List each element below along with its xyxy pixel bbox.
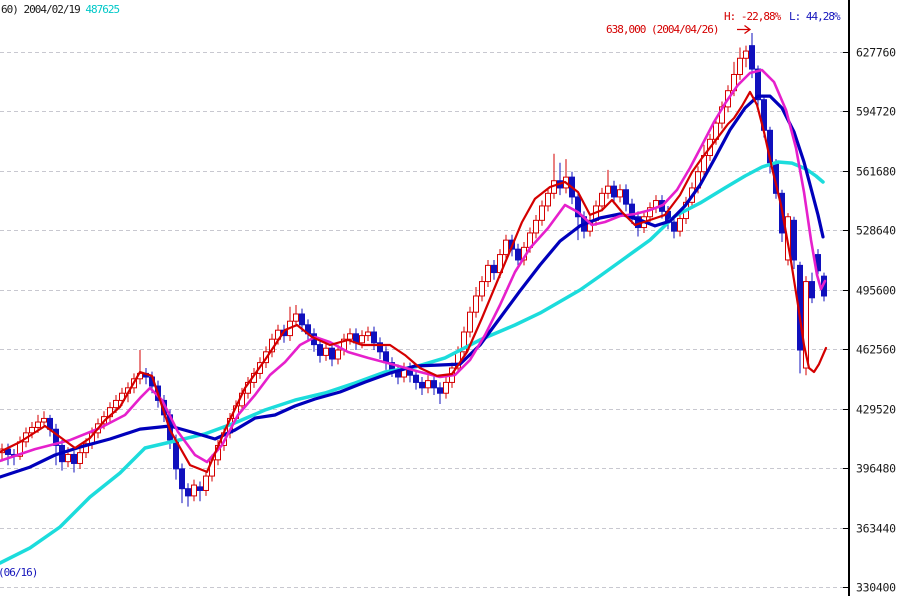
ma-fast-red <box>0 90 828 473</box>
candle-down <box>515 248 521 261</box>
crosshair-readout: 60) 2004/02/19 487625 <box>1 3 120 16</box>
candle-down <box>491 264 497 274</box>
candle-down <box>749 45 755 70</box>
candle-down <box>197 486 203 491</box>
ma-mid-magenta <box>0 68 827 464</box>
candle-up <box>347 333 353 340</box>
candle-up <box>323 347 329 356</box>
candle-up <box>737 57 743 75</box>
y-axis-label: 462560 <box>856 343 896 357</box>
candle-down <box>809 281 815 299</box>
y-axis-label: 561680 <box>856 165 896 179</box>
candle-up <box>803 281 809 369</box>
candle-up <box>485 264 491 283</box>
candle-up <box>473 295 479 313</box>
candle-up <box>293 313 299 322</box>
candle-down <box>671 221 677 232</box>
candle-up <box>119 392 125 401</box>
peak-price-annotation: 638,000 (2004/04/26) <box>606 23 719 36</box>
window-start-label: (06/16) <box>0 566 38 579</box>
crosshair-value: 487625 <box>85 3 120 16</box>
ma-long-cyan <box>0 160 825 565</box>
candle-up <box>77 452 83 464</box>
ma-slow-blue <box>0 94 825 479</box>
candle-up <box>743 50 749 59</box>
candle-down <box>419 381 425 389</box>
candle-down <box>755 68 761 101</box>
candle-up <box>41 417 47 423</box>
candle-up <box>467 311 473 333</box>
y-axis-label: 396480 <box>856 462 896 476</box>
candle-down <box>413 374 419 383</box>
candle-down <box>71 453 77 464</box>
candle-down <box>437 387 443 394</box>
crosshair-date-label: 60) 2004/02/19 <box>1 3 86 16</box>
candle-up <box>539 205 545 221</box>
y-axis-label: 594720 <box>856 105 896 119</box>
peak-arrow-icon <box>737 24 752 35</box>
y-axis-label: 429520 <box>856 403 896 417</box>
y-axis-label: 495600 <box>856 284 896 298</box>
candle-down <box>179 468 185 490</box>
candle-up <box>533 219 539 234</box>
candle-up <box>479 281 485 297</box>
candle-down <box>317 344 323 356</box>
candle-up <box>425 380 431 389</box>
y-axis-label: 330400 <box>856 581 896 595</box>
candle-up <box>647 207 653 218</box>
candle-down <box>431 380 437 389</box>
candle-down <box>377 342 383 353</box>
candle-up <box>83 443 89 454</box>
candle-down <box>575 196 581 218</box>
candle-up <box>677 218 683 232</box>
y-axis-label: 627760 <box>856 46 896 60</box>
candle-up <box>29 426 35 434</box>
candle-up <box>443 381 449 394</box>
candle-down <box>611 185 617 198</box>
candle-down <box>791 219 797 261</box>
candle-down <box>623 189 629 205</box>
candle-up <box>65 453 71 463</box>
candle-up <box>359 335 365 344</box>
y-axis-label: 363440 <box>856 522 896 536</box>
candle-up <box>335 349 341 360</box>
candle-down <box>299 313 305 326</box>
high-change-label: H: -22,88% <box>724 10 781 23</box>
candle-up <box>617 189 623 198</box>
candle-up <box>113 399 119 409</box>
candle-up <box>35 421 41 428</box>
candle-down <box>371 331 377 344</box>
candle-up <box>365 331 371 337</box>
y-axis-label: 528640 <box>856 224 896 238</box>
candle-up <box>605 185 611 194</box>
candle-up <box>203 475 209 491</box>
candle-down <box>329 347 335 360</box>
candle-up <box>191 484 197 497</box>
candle-up <box>461 331 467 353</box>
candle-up <box>545 192 551 207</box>
candle-down <box>185 488 191 497</box>
low-change-label: L: 44,28% <box>789 10 841 23</box>
candle-up <box>503 239 509 256</box>
candle-down <box>53 428 59 446</box>
candle-up <box>599 192 605 207</box>
